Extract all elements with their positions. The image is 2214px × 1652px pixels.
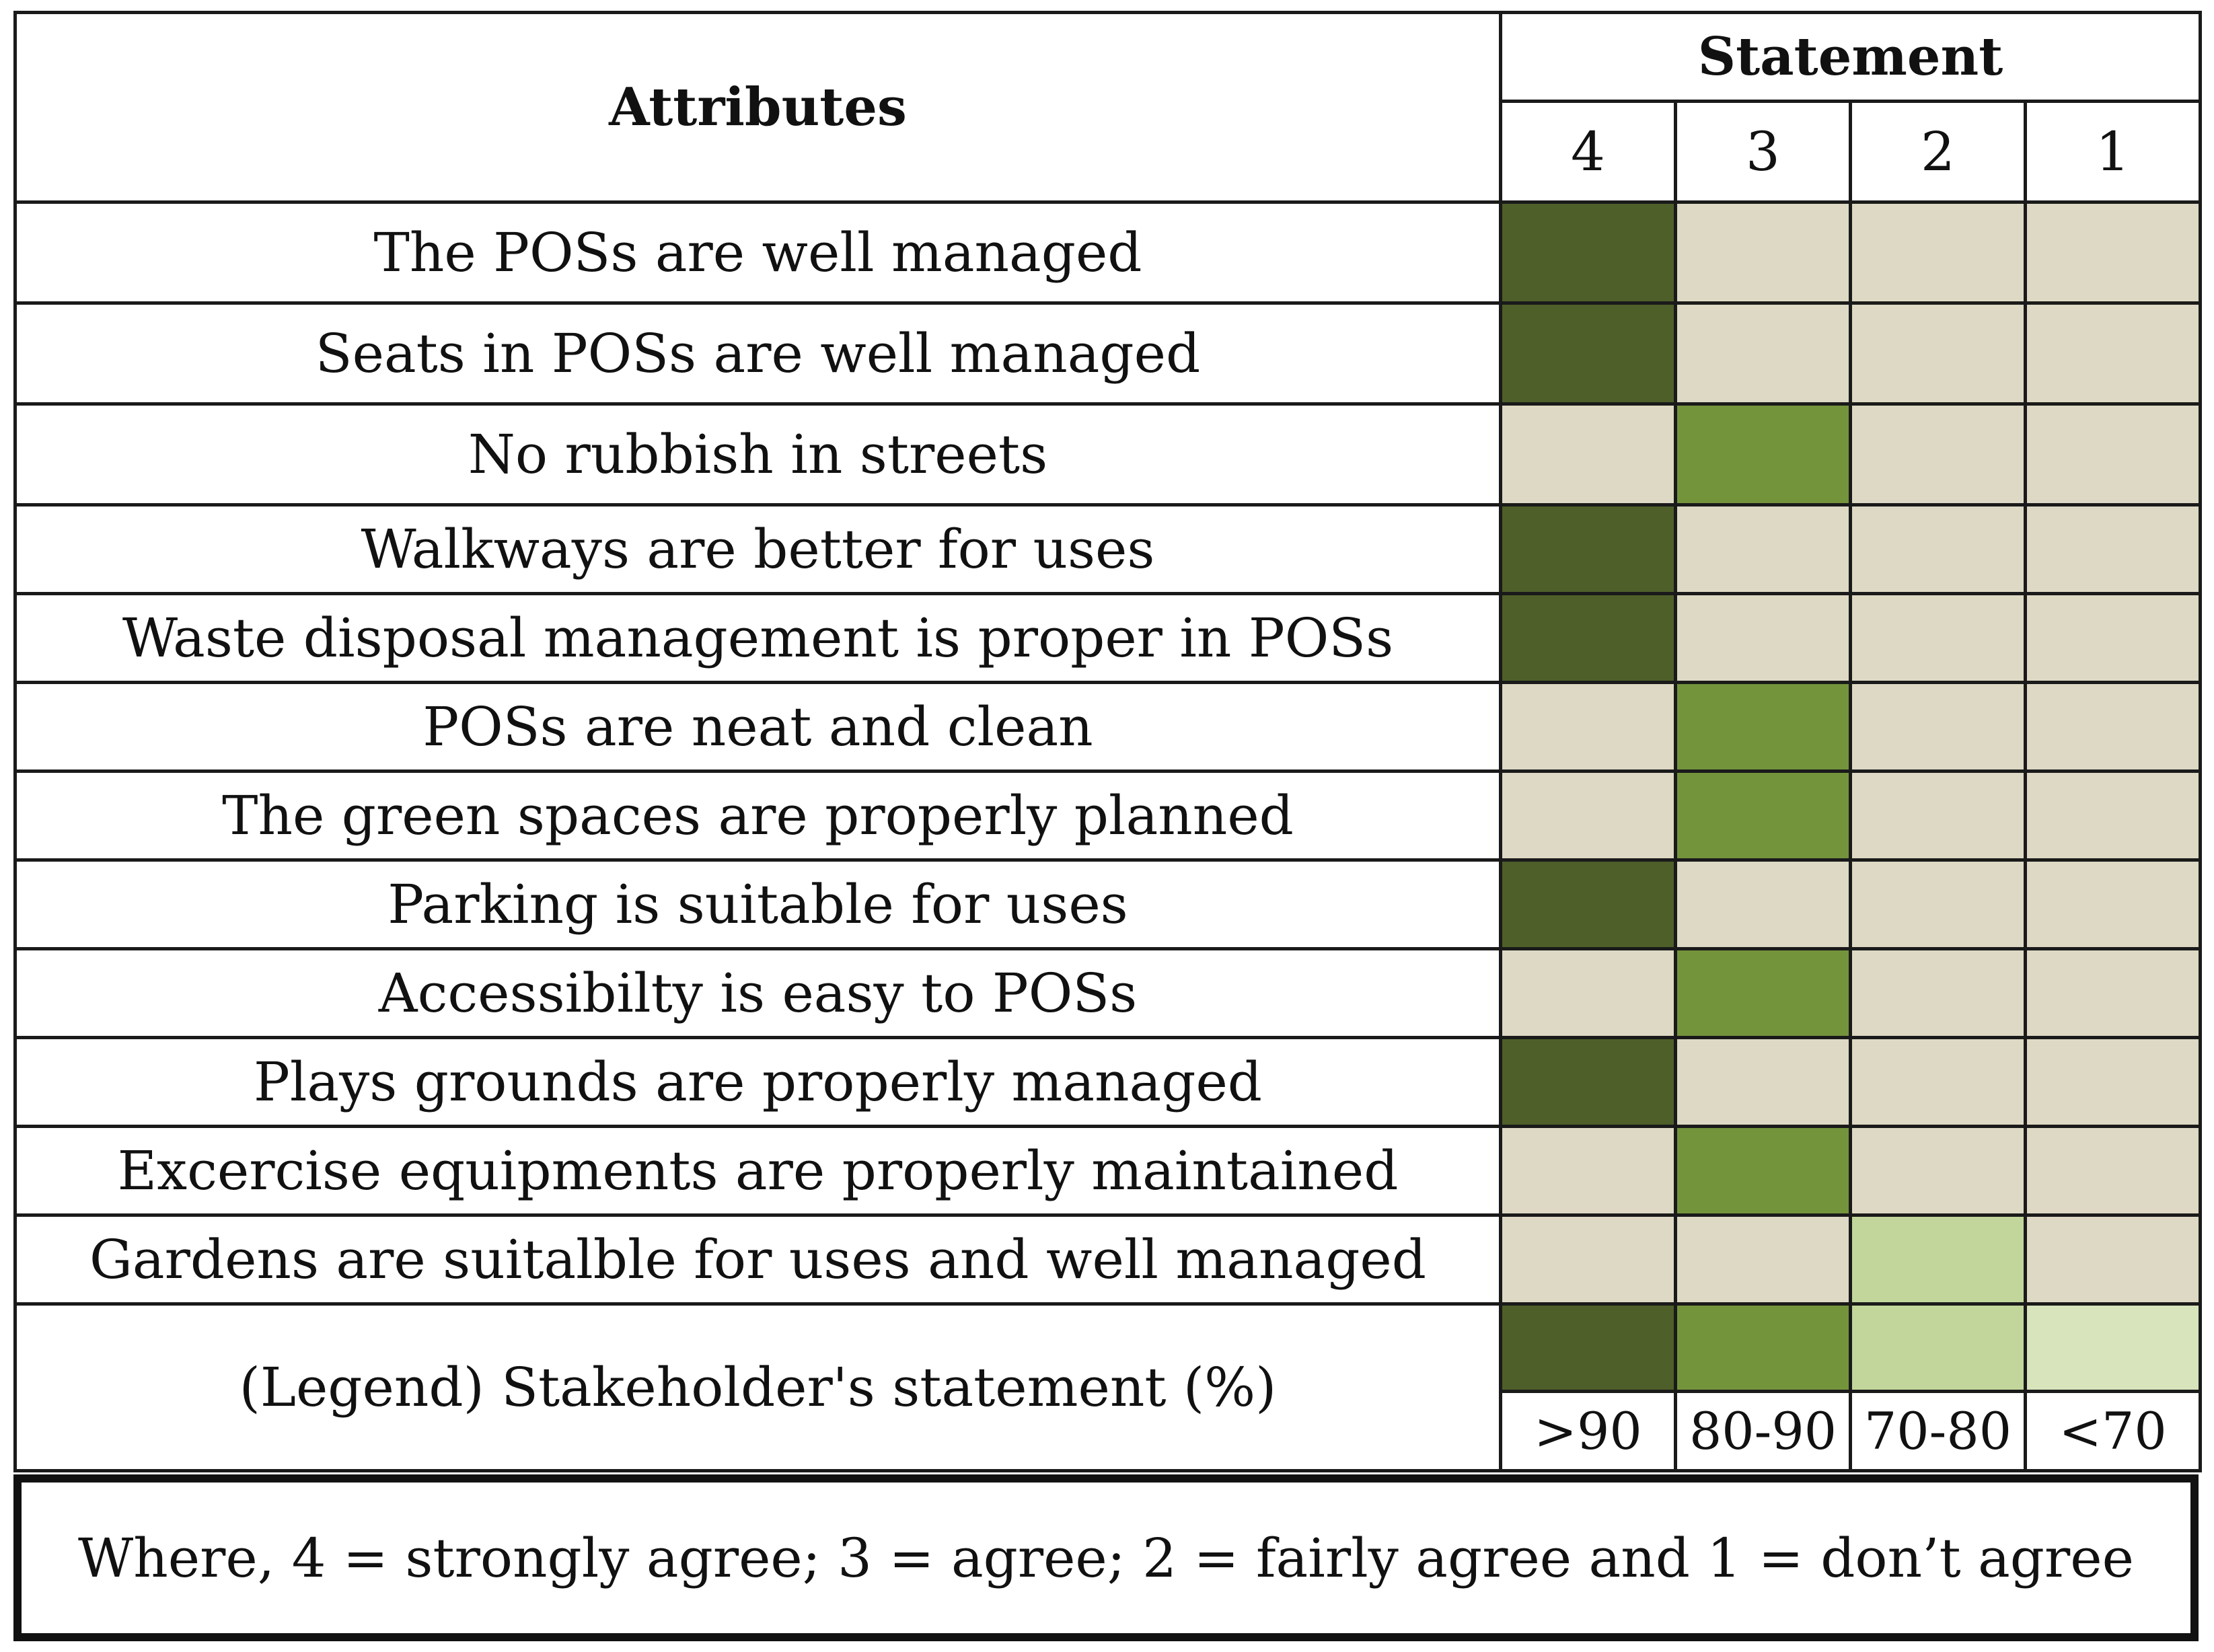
statement-cell-2 [1849, 503, 2027, 595]
table-row: Accessibilty is easy to POSs [13, 947, 2203, 1039]
statement-cell-3 [1674, 402, 1852, 506]
statement-cell-2 [1849, 592, 2027, 684]
statement-cell-2 [1849, 947, 2027, 1039]
statement-level-1: 1 [2023, 100, 2203, 204]
attribute-label: The POSs are well managed [13, 200, 1502, 305]
legend-swatch-2 [1849, 1302, 2027, 1393]
statement-cell-3 [1674, 858, 1852, 950]
statement-cell-4 [1499, 769, 1677, 862]
statement-cell-4 [1499, 200, 1677, 305]
attribute-label: Waste disposal management is proper in P… [13, 592, 1502, 684]
attribute-label: Accessibilty is easy to POSs [13, 947, 1502, 1039]
attribute-label: Gardens are suitalble for uses and well … [13, 1213, 1502, 1306]
attribute-label: No rubbish in streets [13, 402, 1502, 506]
statement-cell-1 [2023, 200, 2203, 305]
attribute-label: Parking is suitable for uses [13, 858, 1502, 950]
table-row: Seats in POSs are well managed [13, 301, 2203, 406]
legend-swatch-1 [2023, 1302, 2203, 1393]
attribute-label: Plays grounds are properly managed [13, 1036, 1502, 1128]
attribute-label: Excercise equipments are properly mainta… [13, 1125, 1502, 1217]
table-row: Gardens are suitalble for uses and well … [13, 1213, 2203, 1306]
statement-cell-4 [1499, 858, 1677, 950]
statement-cell-4 [1499, 947, 1677, 1039]
statement-cell-3 [1674, 592, 1852, 684]
table-row: Excercise equipments are properly mainta… [13, 1125, 2203, 1217]
attribute-label: Seats in POSs are well managed [13, 301, 1502, 406]
legend-range-2: 70-80 [1849, 1390, 2027, 1472]
statement-cell-1 [2023, 858, 2203, 950]
statement-cell-2 [1849, 301, 2027, 406]
table-row: Parking is suitable for uses [13, 858, 2203, 950]
statement-cell-4 [1499, 301, 1677, 406]
statement-cell-1 [2023, 769, 2203, 862]
statement-cell-3 [1674, 301, 1852, 406]
legend-range-3: 80-90 [1674, 1390, 1852, 1472]
statement-cell-2 [1849, 681, 2027, 773]
legend-swatch-4 [1499, 1302, 1677, 1393]
statement-matrix-table: Attributes Statement 4 3 2 1 The POSs ar… [13, 11, 2203, 1472]
statement-cell-1 [2023, 402, 2203, 506]
table-row: Walkways are better for uses [13, 503, 2203, 595]
statement-cell-3 [1674, 1125, 1852, 1217]
statement-cell-1 [2023, 947, 2203, 1039]
statement-cell-3 [1674, 503, 1852, 595]
statement-level-4: 4 [1499, 100, 1677, 204]
statement-cell-3 [1674, 1213, 1852, 1306]
attribute-label: Walkways are better for uses [13, 503, 1502, 595]
statement-cell-1 [2023, 1036, 2203, 1128]
statement-cell-2 [1849, 1036, 2027, 1128]
table-row: Waste disposal management is proper in P… [13, 592, 2203, 684]
statement-cell-3 [1674, 1036, 1852, 1128]
attribute-label: The green spaces are properly planned [13, 769, 1502, 862]
statement-cell-1 [2023, 1125, 2203, 1217]
statement-cell-1 [2023, 301, 2203, 406]
table-row: POSs are neat and clean [13, 681, 2203, 773]
statement-cell-2 [1849, 1125, 2027, 1217]
statement-cell-1 [2023, 592, 2203, 684]
legend-swatch-3 [1674, 1302, 1852, 1393]
statement-cell-3 [1674, 681, 1852, 773]
statement-cell-4 [1499, 681, 1677, 773]
statement-cell-4 [1499, 592, 1677, 684]
statement-cell-2 [1849, 858, 2027, 950]
statement-level-3: 3 [1674, 100, 1852, 204]
legend-label: (Legend) Stakeholder's statement (%) [13, 1302, 1502, 1472]
statement-cell-2 [1849, 200, 2027, 305]
statement-cell-4 [1499, 503, 1677, 595]
matrix-body: The POSs are well managed Seats in POSs a… [13, 200, 2203, 1306]
statement-cell-1 [2023, 681, 2203, 773]
statement-level-2: 2 [1849, 100, 2027, 204]
table-row: The POSs are well managed [13, 200, 2203, 305]
statement-cell-4 [1499, 1125, 1677, 1217]
attributes-header: Attributes [13, 11, 1502, 204]
statement-cell-1 [2023, 503, 2203, 595]
statement-cell-1 [2023, 1213, 2203, 1306]
table-row: The green spaces are properly planned [13, 769, 2203, 862]
statement-cell-4 [1499, 1213, 1677, 1306]
scale-note: Where, 4 = strongly agree; 3 = agree; 2 … [13, 1474, 2199, 1641]
statement-cell-3 [1674, 769, 1852, 862]
table-row: No rubbish in streets [13, 402, 2203, 506]
table-row: Plays grounds are properly managed [13, 1036, 2203, 1128]
statement-cell-4 [1499, 1036, 1677, 1128]
statement-cell-2 [1849, 1213, 2027, 1306]
attribute-label: POSs are neat and clean [13, 681, 1502, 773]
statement-header: Statement [1498, 11, 2203, 103]
statement-cell-3 [1674, 947, 1852, 1039]
statement-cell-4 [1499, 402, 1677, 506]
statement-cell-3 [1674, 200, 1852, 305]
statement-cell-2 [1849, 769, 2027, 862]
legend-range-4: >90 [1499, 1390, 1677, 1472]
legend-range-1: <70 [2023, 1390, 2203, 1472]
statement-cell-2 [1849, 402, 2027, 506]
